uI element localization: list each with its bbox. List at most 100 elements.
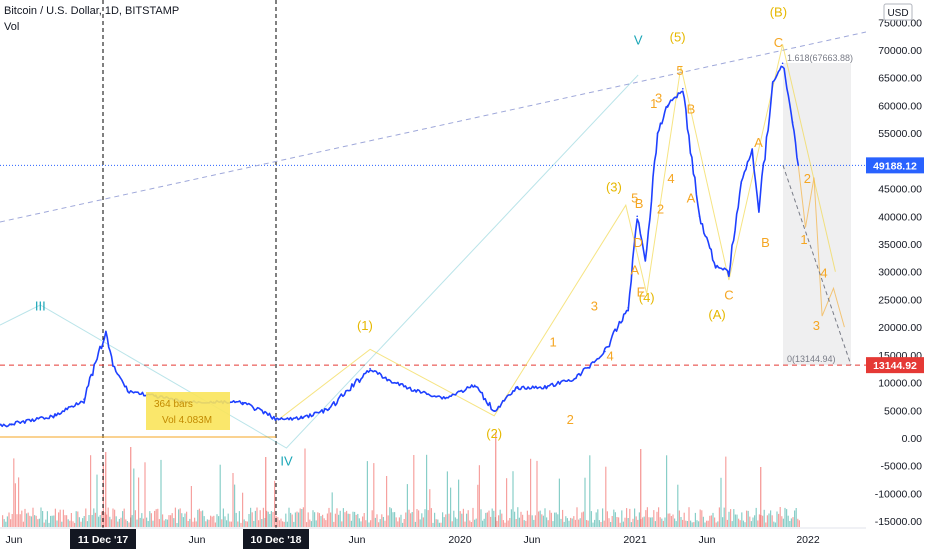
volume-bar (309, 519, 311, 527)
volume-bar (179, 508, 181, 527)
volume-bar (496, 520, 498, 527)
volume-bar (763, 509, 765, 527)
symbol-title[interactable]: Bitcoin / U.S. Dollar, 1D, BITSTAMP (4, 5, 180, 17)
volume-bar (486, 512, 488, 527)
volume-bar (522, 514, 524, 527)
volume-bar (630, 522, 632, 527)
volume-bar (194, 517, 196, 527)
volume-bar (138, 477, 140, 527)
volume-bar (373, 463, 375, 527)
volume-bar (568, 520, 570, 527)
wave-label: 2 (567, 412, 574, 427)
volume-bar (405, 512, 407, 527)
volume-bar (786, 509, 788, 527)
price-tick-label: 65000.00 (878, 73, 922, 85)
volume-bar (605, 466, 607, 527)
volume-bar (427, 510, 429, 527)
wave-label: 4 (820, 265, 827, 280)
fib-top-label: 1.618(67663.88) (787, 53, 853, 63)
volume-bar (502, 520, 504, 527)
volume-bar (518, 517, 520, 527)
volume-bar (70, 513, 72, 527)
volume-bar (66, 515, 68, 527)
price-point (728, 270, 730, 273)
volume-bar (704, 522, 706, 527)
volume-bar (645, 510, 647, 527)
volume-bar (512, 471, 514, 527)
volume-bar (245, 521, 247, 527)
wave-label: 3 (813, 318, 820, 333)
volume-bar (613, 509, 615, 527)
wave-label: 5 (676, 63, 683, 78)
volume-bar (528, 514, 530, 527)
volume-bar (267, 511, 269, 527)
volume-bar (118, 519, 120, 527)
volume-bar (115, 516, 117, 527)
volume-bar (195, 521, 197, 527)
volume-bar (701, 510, 703, 527)
volume-bar (360, 521, 362, 527)
volume-bar (597, 509, 599, 527)
wave-label: A (687, 190, 696, 205)
volume-bar (334, 513, 336, 527)
volume-label[interactable]: Vol (4, 21, 20, 33)
volume-bar (333, 521, 335, 527)
volume-bar (384, 520, 386, 527)
price-point (415, 390, 418, 392)
volume-bar (421, 513, 423, 527)
volume-bar (690, 520, 692, 527)
volume-bar (98, 516, 100, 527)
volume-bar (75, 511, 77, 527)
volume-bar (110, 519, 112, 527)
volume-bar (325, 520, 327, 527)
volume-bar (86, 521, 88, 527)
volume-bar (787, 515, 789, 527)
volume-bar (93, 508, 95, 527)
volume-bar (429, 489, 431, 527)
volume-bar (390, 508, 392, 527)
price-point (656, 132, 659, 134)
volume-bar (146, 517, 148, 527)
volume-bar (454, 517, 456, 527)
volume-bar (136, 519, 138, 527)
wave-label: 3 (655, 91, 662, 106)
wave-label: B (635, 196, 644, 211)
volume-bar (347, 513, 349, 527)
volume-bar (419, 519, 421, 527)
price-tick-label: 55000.00 (878, 128, 922, 140)
volume-bar (178, 509, 180, 527)
volume-bar (14, 483, 16, 527)
volume-bar (546, 517, 548, 527)
volume-bar (693, 522, 695, 527)
volume-bar (253, 520, 255, 527)
wave-label: IV (280, 454, 293, 469)
volume-bar (187, 521, 189, 527)
volume-bar (296, 511, 298, 527)
time-axis (0, 528, 932, 550)
volume-bar (400, 514, 402, 527)
price-tick-label: 0.00 (902, 433, 923, 445)
volume-bar (466, 513, 468, 527)
volume-bar (445, 514, 447, 527)
volume-bar (747, 510, 749, 527)
volume-bar (574, 519, 576, 527)
volume-bar (80, 521, 82, 527)
volume-bar (677, 484, 679, 527)
volume-bar (206, 519, 208, 527)
volume-bar (293, 521, 295, 527)
volume-bar (69, 520, 71, 527)
volume-bar (354, 511, 356, 527)
volume-bar (661, 518, 663, 527)
volume-bar (298, 512, 300, 527)
volume-bar (414, 521, 416, 527)
volume-bar (254, 510, 256, 527)
price-point (781, 62, 784, 65)
volume-bar (491, 508, 493, 527)
volume-bar (102, 464, 104, 527)
volume-bar (637, 519, 639, 527)
volume-bar (307, 512, 309, 527)
volume-bar (290, 512, 292, 527)
volume-bar (723, 507, 725, 527)
volume-bar (214, 522, 216, 527)
